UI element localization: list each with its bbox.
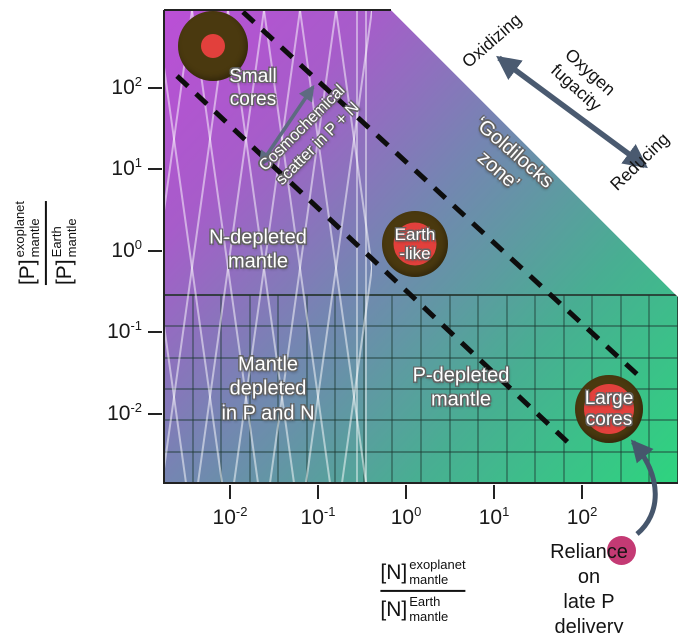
earth-like-label: Earth -like <box>394 224 436 263</box>
dashed-line-lower <box>175 74 577 451</box>
x-axis-label: [N] exoplanet mantle [N] Earth mantle <box>380 556 466 624</box>
planet-small-cores <box>178 11 248 81</box>
y-tick-1e0: 100 <box>111 237 142 262</box>
x-tick-1e1: 101 <box>478 504 510 529</box>
y-tick-1e1: 101 <box>111 155 142 180</box>
planet-core-icon <box>584 384 634 434</box>
planet-core-icon <box>393 222 437 266</box>
scatter-width-arrow <box>258 85 315 167</box>
y-axis-denominator: [P] Earth mantle <box>49 218 79 286</box>
grid-lines <box>164 294 678 483</box>
fraction-bar <box>380 590 466 592</box>
goldilocks-dashed-lines <box>175 10 642 451</box>
x-tick-1e-1: 10-1 <box>300 504 336 529</box>
y-tick-1e-2: 10-2 <box>107 400 142 425</box>
late-p-delivery-dot <box>607 536 636 565</box>
x-tick-1e2: 102 <box>566 504 598 529</box>
y-axis-label: [P] exoplanet mantle [P] Earth mantle <box>11 200 79 286</box>
axes-frame <box>148 9 678 499</box>
y-tick-1e2: 102 <box>111 74 142 99</box>
late-p-delivery-arrow <box>630 439 658 536</box>
planet-large-cores: Large cores <box>575 375 643 443</box>
planet-core-icon <box>201 34 225 58</box>
x-tick-1e0: 100 <box>390 504 422 529</box>
x-axis-denominator: [N] Earth mantle <box>380 594 449 624</box>
y-tick-1e-1: 10-1 <box>107 318 142 343</box>
x-axis-numerator: [N] exoplanet mantle <box>380 556 466 587</box>
y-axis-numerator: [P] exoplanet mantle <box>11 200 42 286</box>
oxygen-fugacity-arrow <box>496 55 648 169</box>
fraction-bar <box>45 200 47 286</box>
dashed-line-upper <box>241 10 642 379</box>
planet-earth-like: Earth -like <box>382 211 448 277</box>
x-tick-1e-2: 10-2 <box>212 504 248 529</box>
large-cores-label: Large cores <box>584 387 634 430</box>
